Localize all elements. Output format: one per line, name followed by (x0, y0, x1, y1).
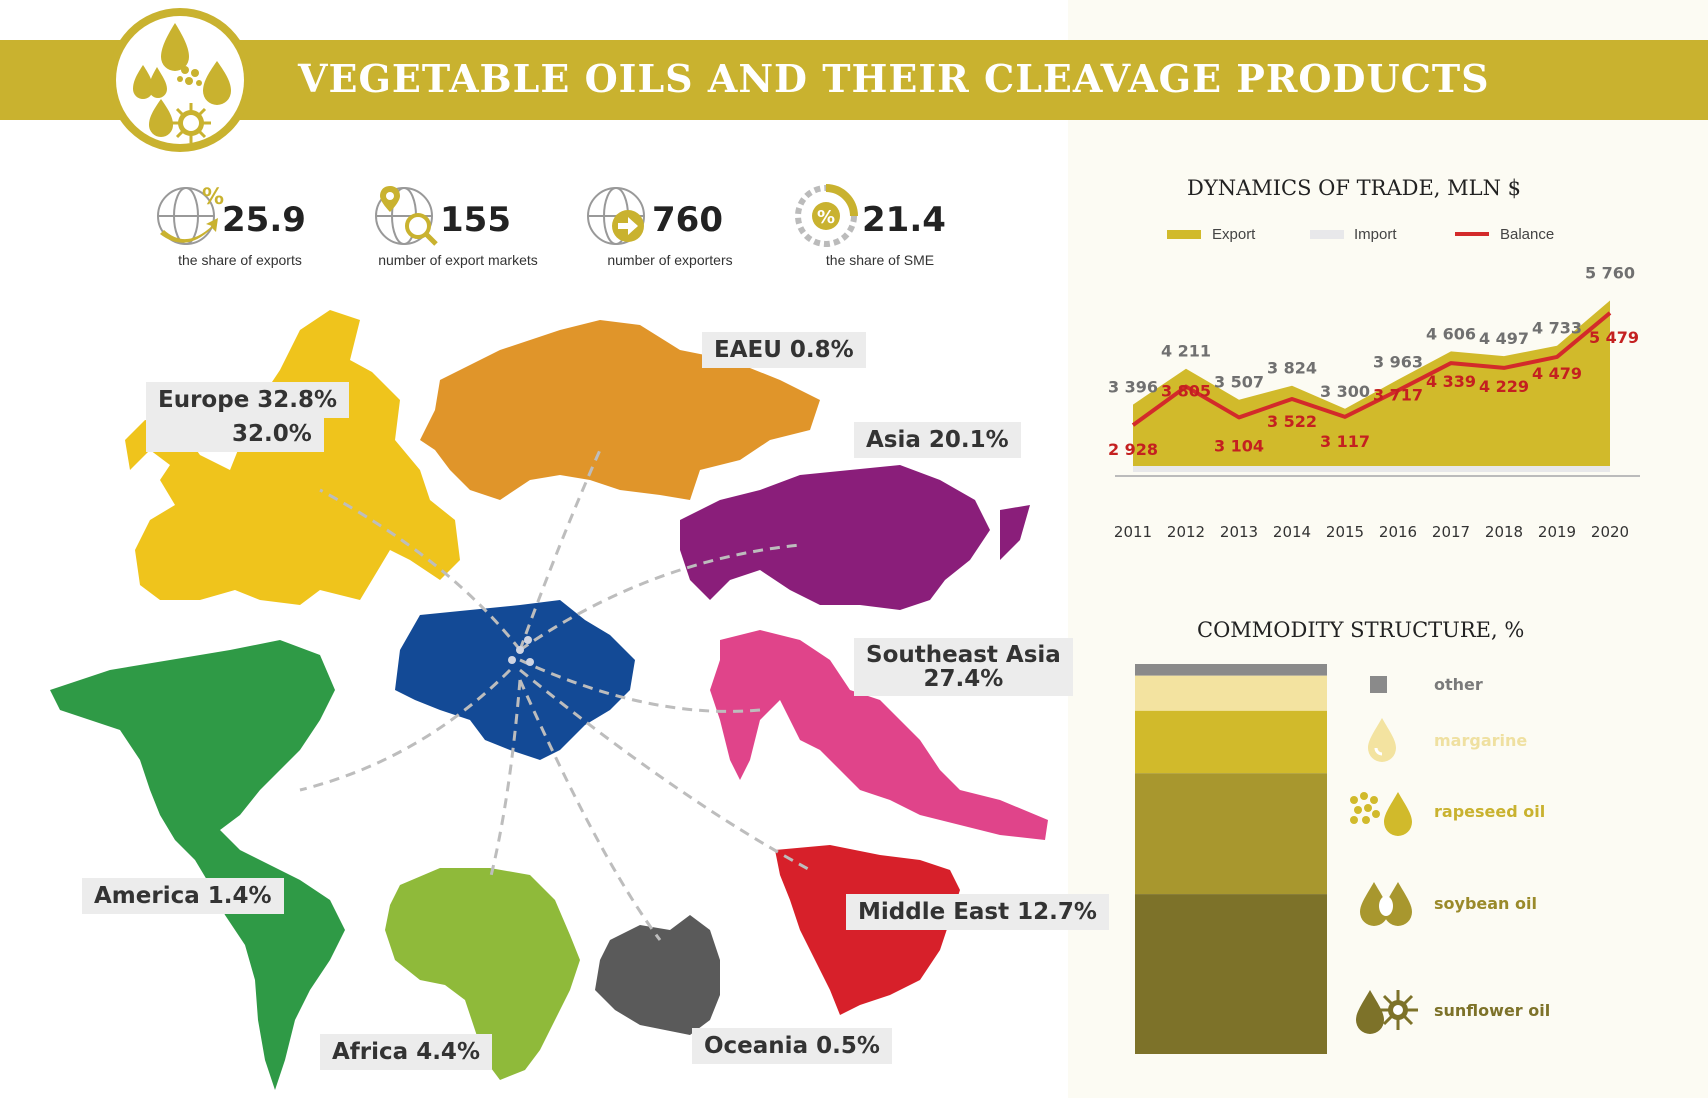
region-asia-shape (680, 465, 1030, 610)
globe-search-icon (375, 186, 438, 246)
balance-data-label: 3 805 (1161, 382, 1211, 401)
x-tick-label: 2015 (1326, 523, 1364, 541)
balance-data-label: 2 928 (1108, 440, 1158, 459)
soybean-icon (1360, 882, 1412, 926)
region-america-shape (50, 640, 345, 1090)
sunflower-icon (1356, 990, 1418, 1034)
export-data-label: 3 396 (1108, 378, 1158, 397)
x-tick-label: 2019 (1538, 523, 1576, 541)
commodity-segment-other (1135, 664, 1327, 676)
commodity-segment-rapeseed-oil (1135, 710, 1327, 774)
x-tick-label: 2017 (1432, 523, 1470, 541)
region-middle-east-shape (775, 845, 960, 1015)
title-banner (0, 40, 1708, 120)
stat-export-markets: 155 number of export markets (358, 180, 558, 275)
callout-southeast-asia-line2: 27.4% (923, 666, 1004, 692)
globe-arrow-icon (587, 187, 645, 245)
commodity-label-other: other (1434, 675, 1483, 694)
x-tick-label: 2016 (1379, 523, 1417, 541)
x-tick-label: 2020 (1591, 523, 1629, 541)
balance-data-label: 3 117 (1320, 432, 1370, 451)
export-data-label: 3 824 (1267, 359, 1317, 378)
x-tick-label: 2013 (1220, 523, 1258, 541)
globe-percent-icon: % (157, 185, 224, 245)
commodity-label-rapeseed: rapeseed oil (1434, 802, 1546, 821)
svg-text:%: % (202, 185, 224, 210)
other-swatch (1370, 676, 1387, 693)
commodity-label-sunflower: sunflower oil (1434, 1001, 1551, 1020)
export-data-label: 3 507 (1214, 373, 1264, 392)
stat-value: 760 (652, 200, 723, 240)
callout-oceania: Oceania 0.5% (692, 1028, 892, 1064)
route-origin-dots (508, 636, 534, 666)
commodity-label-soybean: soybean oil (1434, 894, 1537, 913)
stat-label: the share of SME (825, 252, 935, 268)
commodity-chart-title: COMMODITY STRUCTURE, % (1197, 618, 1525, 642)
export-data-label: 4 211 (1161, 342, 1211, 361)
rapeseed-icon (1350, 792, 1412, 836)
legend-balance-label: Balance (1500, 226, 1555, 243)
page-title: VEGETABLE OILS AND THEIR CLEAVAGE PRODUC… (298, 56, 1490, 101)
balance-data-label: 4 479 (1532, 364, 1582, 383)
stat-label: number of exporters (607, 252, 733, 268)
balance-line (1131, 311, 1612, 427)
commodity-label-margarine: margarine (1434, 731, 1528, 750)
stat-value: 21.4 (862, 200, 946, 240)
legend-export-label: Export (1212, 226, 1256, 243)
region-oceania-shape (595, 915, 720, 1035)
x-tick-label: 2011 (1114, 523, 1152, 541)
balance-data-label: 5 479 (1589, 328, 1639, 347)
trade-chart-title: DYNAMICS OF TRADE, MLN $ (1187, 176, 1521, 200)
svg-text:%: % (817, 207, 835, 228)
legend-import-label: Import (1354, 226, 1397, 243)
stat-share-of-exports: % 25.9 the share of exports (140, 180, 340, 275)
commodity-segment-margarine (1135, 675, 1327, 711)
callout-eu: 32.0% (146, 416, 324, 452)
stat-label: the share of exports (178, 252, 302, 268)
callout-eaeu: EAEU 0.8% (702, 332, 866, 368)
commodity-stacked-bar (1135, 664, 1327, 1054)
callout-southeast-asia-line1: Southeast Asia (866, 642, 1061, 668)
balance-data-label: 3 104 (1214, 436, 1264, 455)
region-europe-shape (125, 310, 460, 605)
balance-data-label: 3 717 (1373, 385, 1423, 404)
legend-export-swatch (1167, 230, 1201, 239)
region-southeast-asia-shape (710, 630, 1048, 840)
export-area (1133, 300, 1610, 466)
callout-america: America 1.4% (82, 878, 284, 914)
margarine-drop-icon (1368, 718, 1396, 762)
x-tick-label: 2012 (1167, 523, 1205, 541)
commodity-segment-soybean-oil (1135, 773, 1327, 895)
balance-data-label: 3 522 (1267, 412, 1317, 431)
region-ukraine-shape (395, 600, 635, 760)
gauge-percent-icon: % (795, 184, 858, 247)
stat-value: 25.9 (222, 200, 306, 240)
commodity-segment-sunflower-oil (1135, 894, 1327, 1054)
stat-exporters: 760 number of exporters (570, 180, 770, 275)
callout-europe: Europe 32.8% (146, 382, 350, 418)
callout-asia: Asia 20.1% (854, 422, 1021, 458)
legend-balance-swatch (1455, 232, 1489, 236)
export-data-label: 4 733 (1532, 319, 1582, 338)
callout-southeast-asia: Southeast Asia 27.4% (854, 638, 1073, 696)
export-data-label: 4 497 (1479, 329, 1529, 348)
callout-middle-east: Middle East 12.7% (846, 894, 1109, 930)
region-africa-shape (385, 868, 580, 1080)
callout-africa: Africa 4.4% (320, 1034, 492, 1070)
export-data-label: 5 760 (1585, 264, 1635, 283)
stat-value: 155 (440, 200, 511, 240)
balance-data-label: 4 339 (1426, 372, 1476, 391)
export-data-label: 3 963 (1373, 353, 1423, 372)
stat-label: number of export markets (378, 252, 538, 268)
x-tick-label: 2018 (1485, 523, 1523, 541)
trade-chart: 2011 2012 2013 2014 2015 2016 2017 2018 2019 2020… (1108, 264, 1640, 541)
balance-data-label: 4 229 (1479, 377, 1529, 396)
legend-import-swatch (1310, 230, 1344, 239)
x-tick-label: 2014 (1273, 523, 1311, 541)
export-data-label: 3 300 (1320, 382, 1370, 401)
oil-drops-logo-icon (108, 8, 252, 152)
export-data-label: 4 606 (1426, 324, 1476, 343)
stat-share-of-sme: % 21.4 the share of SME (780, 180, 980, 275)
export-route-lines (299, 449, 811, 941)
